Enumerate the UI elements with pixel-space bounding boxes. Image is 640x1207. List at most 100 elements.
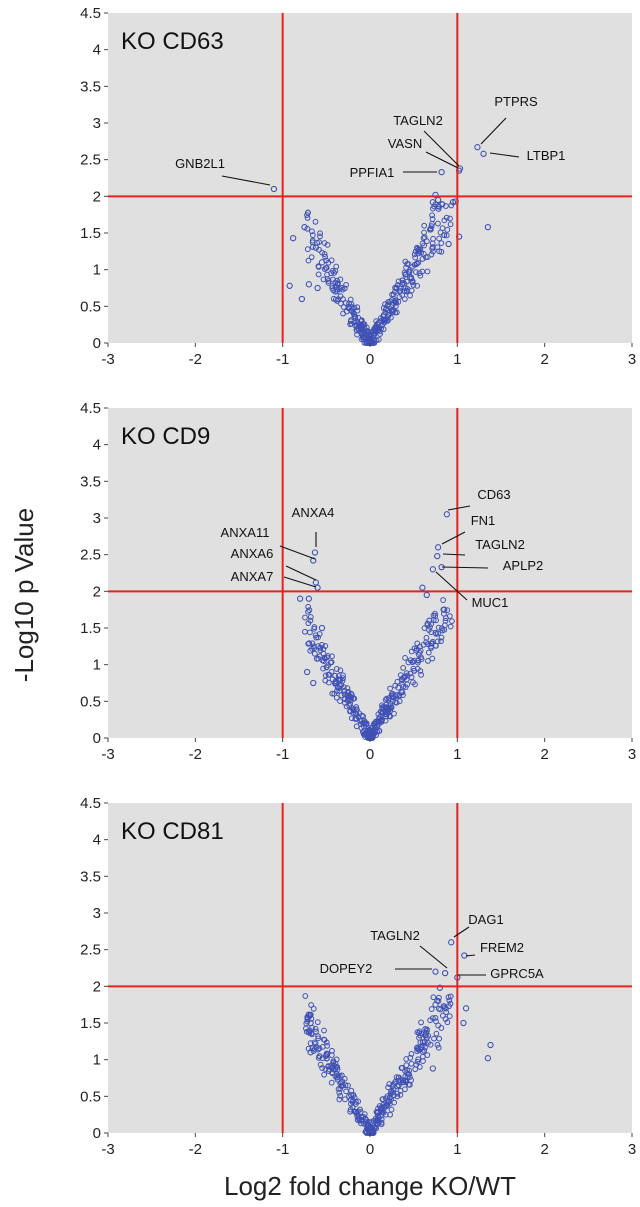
background-point [438, 638, 444, 645]
background-point [395, 1074, 402, 1081]
background-point [437, 229, 444, 236]
y-tick-label: 4.5 [80, 795, 101, 812]
background-point [342, 1096, 348, 1103]
background-point [414, 665, 421, 672]
background-point [305, 640, 312, 647]
background-point [410, 282, 417, 288]
y-tick-label: 3 [93, 905, 101, 922]
background-point [309, 239, 316, 246]
gene-label: APLP2 [503, 558, 543, 573]
data-point [438, 168, 445, 176]
background-point [317, 230, 323, 237]
background-point [350, 709, 357, 716]
background-point [330, 1058, 337, 1065]
gene-label: VASN [388, 136, 422, 151]
background-point [440, 610, 447, 617]
data-point [312, 244, 320, 251]
y-tick-label: 2.5 [80, 152, 101, 169]
background-point [333, 666, 340, 672]
background-point [317, 647, 324, 654]
data-point [484, 1055, 492, 1062]
background-point [347, 700, 353, 707]
background-point [313, 634, 320, 641]
background-point [355, 1098, 362, 1105]
background-point [383, 713, 389, 720]
background-point [441, 232, 448, 239]
background-point [408, 648, 415, 655]
background-point [353, 715, 360, 722]
background-point [400, 692, 406, 699]
background-point [391, 1080, 398, 1087]
x-tick-label: 0 [366, 746, 374, 763]
background-point [335, 1072, 342, 1079]
data-point [429, 199, 437, 206]
background-point [436, 994, 442, 1001]
background-point [375, 720, 382, 727]
annotation-leader-line [425, 151, 459, 169]
background-point [439, 201, 445, 207]
background-point [356, 322, 363, 329]
background-point [315, 263, 322, 270]
background-point [401, 296, 408, 302]
background-point [311, 650, 318, 657]
background-point [389, 291, 395, 298]
data-point [305, 595, 313, 602]
background-point [381, 1103, 388, 1110]
gene-label: DOPEY2 [320, 961, 373, 976]
background-point [435, 220, 441, 227]
background-point [334, 298, 341, 304]
background-point [346, 1093, 352, 1100]
background-point [417, 1032, 424, 1039]
background-point [321, 1027, 327, 1034]
volcano-panel-1: 0 0.5 1 1.5 2 2.5 3 3.5 4 4.5 -3 -2 -1 0 1 2 3 KO CD63 GNB… [80, 5, 636, 368]
background-point [342, 1082, 349, 1089]
background-point [415, 1056, 422, 1063]
gene-label: MUC1 [472, 595, 509, 610]
background-point [446, 1013, 453, 1020]
background-point [397, 1087, 404, 1094]
background-point [387, 713, 393, 720]
x-tick-label: -3 [101, 351, 114, 368]
y-tick-label: 1.5 [80, 1015, 101, 1032]
data-point [487, 1041, 494, 1049]
y-tick-label: 0 [93, 1125, 101, 1142]
background-point [343, 1088, 349, 1095]
background-point [301, 628, 308, 635]
background-point [304, 246, 311, 253]
background-point [402, 258, 409, 265]
gene-label: LTBP1 [527, 148, 566, 163]
background-point [444, 1019, 451, 1026]
plot-background [108, 803, 632, 1133]
background-point [304, 214, 311, 221]
data-point [441, 606, 448, 613]
background-point [369, 1120, 376, 1127]
background-point [330, 287, 337, 294]
y-tick-label: 2 [93, 583, 101, 600]
background-point [392, 699, 399, 706]
annotation-leader-line [447, 505, 471, 511]
y-tick-label: 4.5 [80, 5, 101, 22]
background-point [353, 327, 360, 333]
gene-label: PTPRS [494, 94, 538, 109]
background-point [315, 655, 322, 662]
background-point [396, 288, 403, 295]
background-point [353, 706, 360, 713]
background-point [449, 618, 455, 625]
background-point [375, 336, 382, 343]
panel-title: KO CD81 [121, 818, 224, 845]
background-point [391, 710, 397, 717]
data-point [429, 1065, 437, 1072]
background-point [397, 1091, 404, 1098]
background-point [380, 305, 387, 311]
background-point [334, 684, 341, 691]
background-point [311, 1039, 318, 1046]
background-point [435, 1044, 442, 1051]
background-point [431, 1035, 437, 1042]
background-point [320, 665, 327, 672]
background-point [347, 708, 354, 714]
background-point [324, 271, 331, 278]
x-tick-label: 0 [366, 351, 374, 368]
background-point [392, 303, 399, 310]
annotation-leader-line [480, 117, 507, 145]
background-point [363, 720, 370, 727]
